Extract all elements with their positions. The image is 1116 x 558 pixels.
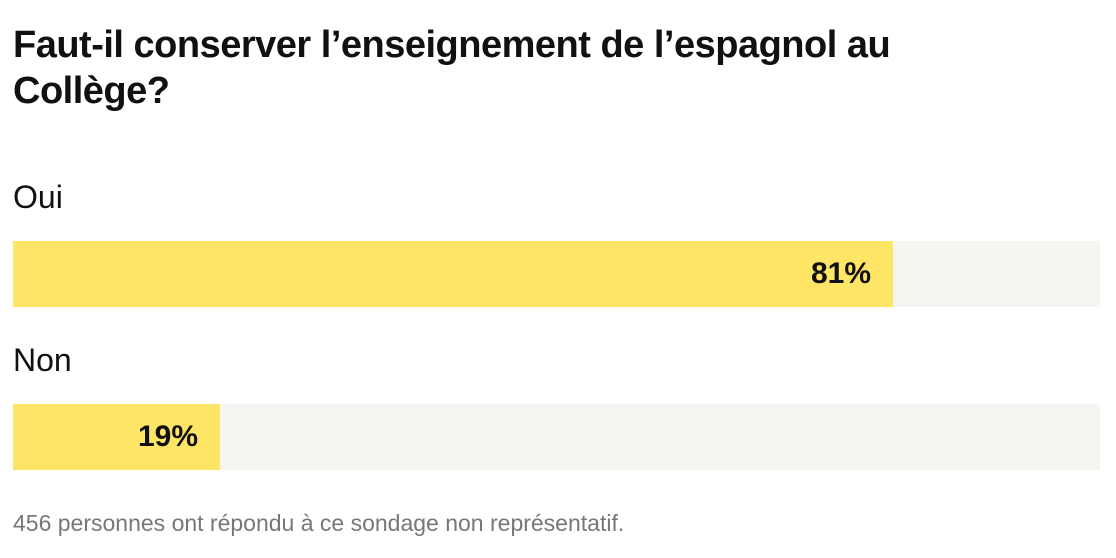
bar-track-non: 19% xyxy=(13,404,1100,470)
option-label-oui: Oui xyxy=(13,179,63,215)
poll-footnote: 456 personnes ont répondu à ce sondage n… xyxy=(13,510,625,536)
bar-value-non: 19% xyxy=(137,420,198,453)
bar-track-oui: 81% xyxy=(13,241,1100,307)
bar-fill-non xyxy=(13,404,220,470)
poll-widget: Faut-il conserver l’enseignement de l’es… xyxy=(13,0,1100,558)
poll-title: Faut-il conserver l’enseignement de l’es… xyxy=(13,24,891,112)
bar-value-oui: 81% xyxy=(810,257,871,290)
bar-fill-oui xyxy=(13,241,893,307)
option-label-non: Non xyxy=(13,342,72,378)
